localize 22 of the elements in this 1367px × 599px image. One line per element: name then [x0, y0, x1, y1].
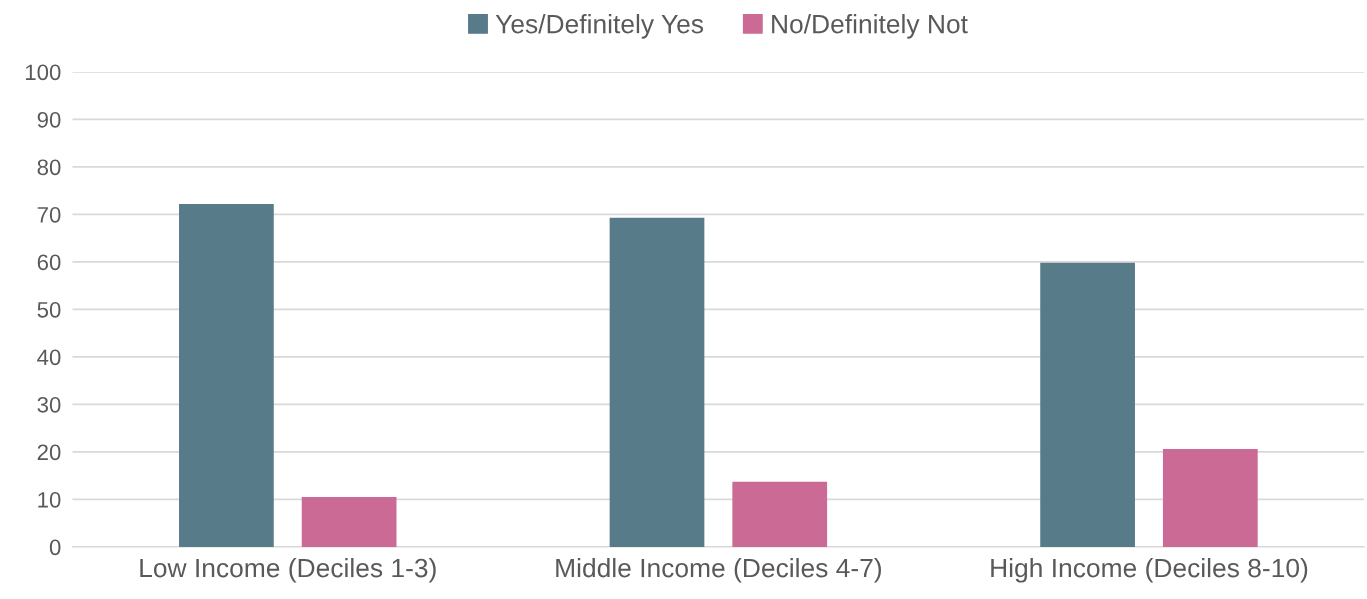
x-tick-label: High Income (Deciles 8-10)	[991, 558, 1308, 583]
legend-label: Yes/Definitely Yes	[495, 14, 704, 39]
y-tick-label: 90	[37, 111, 61, 128]
y-tick-label: 50	[37, 301, 61, 318]
bar	[609, 217, 705, 547]
y-tick-label: 30	[37, 396, 61, 413]
y-tick-label: 0	[49, 539, 61, 556]
y-tick-label: 20	[37, 444, 61, 461]
bar	[301, 497, 397, 547]
x-tick-label: Middle Income (Deciles 4-7)	[556, 558, 881, 583]
y-tick-label: 70	[37, 206, 61, 223]
bar	[179, 203, 274, 547]
y-tick-label: 100	[25, 64, 61, 81]
bar	[1162, 449, 1258, 547]
y-tick-label: 80	[37, 159, 61, 176]
x-tick-label: Low Income (Deciles 1-3)	[140, 558, 436, 583]
y-tick-label: 10	[38, 491, 61, 508]
y-tick-label: 60	[37, 254, 61, 271]
bar	[1040, 262, 1135, 547]
legend-label: No/Definitely Not	[772, 14, 968, 39]
bar	[732, 481, 828, 547]
y-tick-label: 40	[37, 349, 61, 366]
